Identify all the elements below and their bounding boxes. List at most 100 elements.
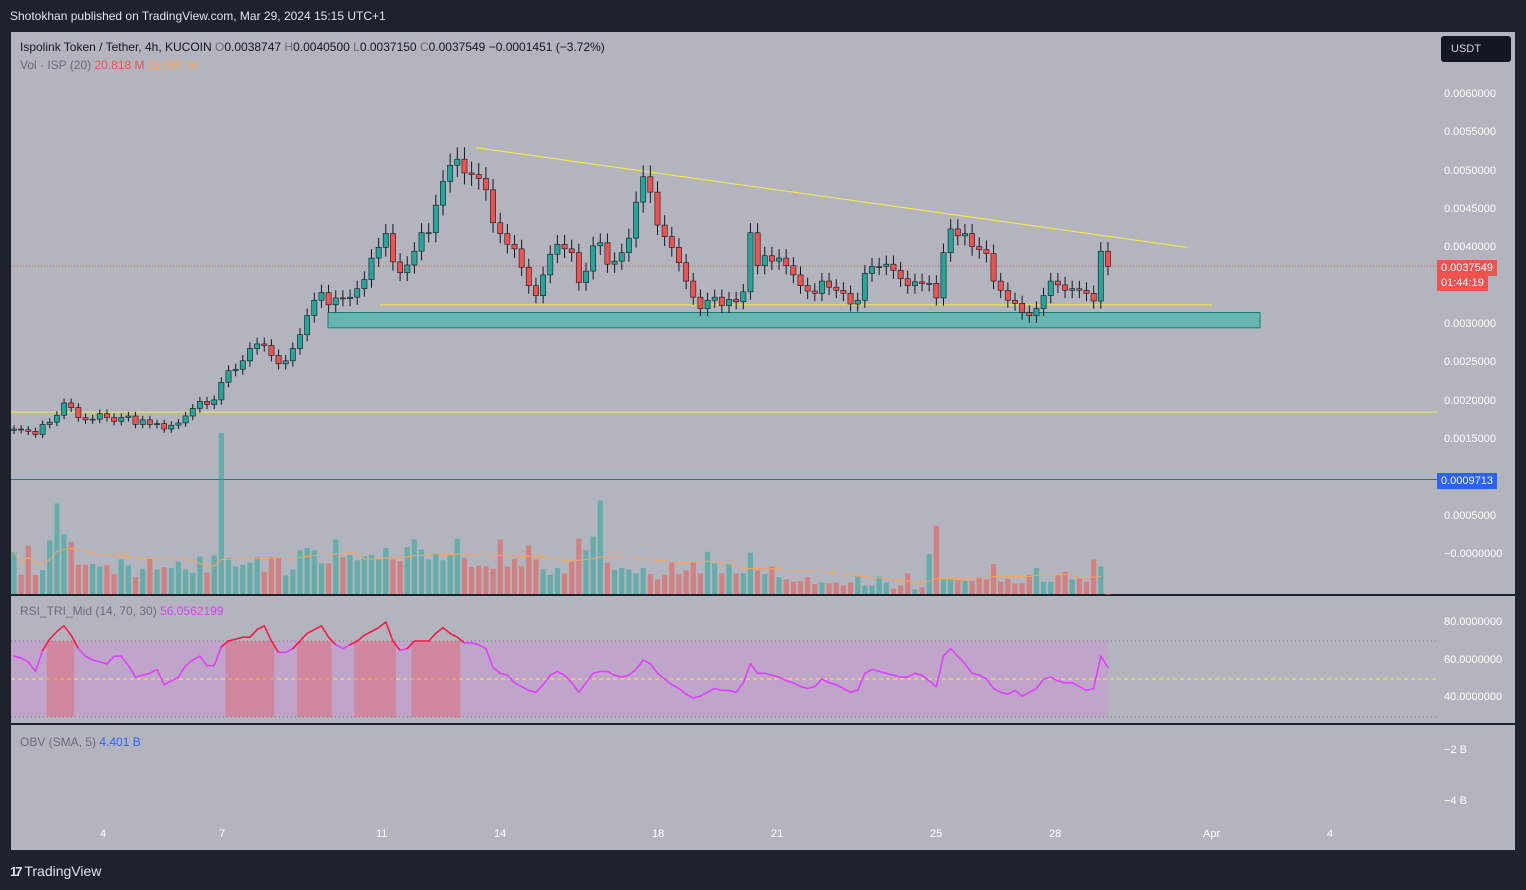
- rsi-line-segment: [27, 661, 37, 673]
- candle-body: [232, 368, 239, 372]
- volume-bar: [318, 563, 325, 594]
- volume-bar: [154, 569, 160, 594]
- volume-bar: [740, 573, 746, 594]
- rsi-line-segment: [992, 687, 1002, 694]
- candle-body: [218, 381, 225, 401]
- rsi-axis[interactable]: [1437, 596, 1515, 723]
- volume-bar: [297, 550, 303, 594]
- rsi-line-segment: [921, 674, 931, 682]
- rsi-line-segment: [334, 643, 344, 650]
- rsi-overbought-zone: [46, 641, 75, 717]
- rsi-line-segment: [342, 643, 351, 650]
- candle-body: [1105, 250, 1111, 267]
- rsi-line-segment: [685, 693, 695, 699]
- pane-divider[interactable]: [11, 594, 1515, 595]
- volume-bar: [1026, 574, 1032, 594]
- price-axis[interactable]: [1437, 32, 1515, 594]
- volume-bar: [626, 569, 632, 594]
- volume-bar: [912, 589, 918, 594]
- candle-body: [361, 279, 368, 290]
- rsi-line-segment: [477, 643, 487, 650]
- volume-bar: [290, 569, 296, 594]
- volume-bar: [526, 545, 532, 594]
- obv-value: 4.401 B: [99, 735, 141, 749]
- candle-body: [1004, 289, 1011, 301]
- volume-bar: [755, 570, 761, 594]
- rsi-line-segment: [670, 683, 680, 690]
- volume-bar: [855, 576, 861, 594]
- rsi-line-segment: [263, 624, 273, 642]
- candle-body: [711, 296, 718, 301]
- candle-body: [161, 423, 168, 430]
- volume-bar: [440, 560, 446, 594]
- candle-body: [247, 348, 253, 362]
- candle-body: [1083, 289, 1090, 294]
- candle-body: [540, 274, 546, 296]
- candle-body: [111, 417, 117, 422]
- candle-body: [75, 407, 82, 418]
- price-tick: 0.0025000: [1444, 356, 1496, 368]
- obv-legend[interactable]: OBV (SMA, 5) 4.401 B: [20, 735, 141, 749]
- rsi-line-segment: [149, 668, 158, 675]
- rsi-line-segment: [613, 674, 623, 678]
- symbol-legend[interactable]: Ispolink Token / Tether, 4h, KUCOIN O0.0…: [20, 40, 605, 54]
- rsi-line-segment: [1085, 687, 1095, 692]
- volume-bar: [590, 536, 596, 594]
- volume-bar: [75, 564, 81, 594]
- volume-bar: [404, 547, 410, 594]
- volume-bar: [54, 503, 60, 594]
- volume-bar: [82, 564, 89, 594]
- candle-body: [332, 297, 339, 306]
- obv-axis[interactable]: [1437, 725, 1515, 824]
- rsi-line-segment: [549, 670, 559, 677]
- candle-body: [61, 402, 67, 416]
- volume-legend[interactable]: Vol · ISP (20) 20.818 M 21.087 M: [20, 58, 198, 72]
- candle-body: [575, 252, 582, 283]
- rsi-pane[interactable]: [11, 596, 1437, 723]
- volume-ma-value: 21.087 M: [147, 58, 198, 72]
- rsi-line-segment: [735, 681, 745, 694]
- time-tick: 4: [1327, 828, 1334, 840]
- rsi-line-segment: [56, 624, 65, 633]
- candle-body: [783, 257, 790, 267]
- tradingview-logo[interactable]: 17 TradingView: [10, 863, 101, 879]
- volume-bar: [447, 554, 453, 594]
- volume-bar: [225, 557, 232, 594]
- rsi-line-segment: [942, 647, 952, 658]
- currency-button[interactable]: USDT: [1441, 36, 1511, 62]
- rsi-line-segment: [327, 636, 337, 646]
- rsi-legend[interactable]: RSI_TRI_Mid (14, 70, 30) 56.0562199: [20, 604, 223, 618]
- open-value: 0.0038747: [224, 40, 282, 54]
- candle-body: [561, 243, 568, 250]
- volume-bar: [376, 559, 382, 594]
- candle-body: [1012, 299, 1018, 304]
- time-axis[interactable]: [11, 824, 1515, 850]
- candle-body: [733, 299, 740, 303]
- rsi-line-segment: [956, 655, 966, 665]
- volume-bar: [461, 557, 468, 594]
- publisher-text: Shotokhan published on TradingView.com, …: [10, 9, 386, 23]
- candle-body: [904, 278, 911, 286]
- rsi-line-segment: [134, 674, 144, 678]
- volume-bar: [769, 566, 775, 594]
- volume-bar: [683, 570, 689, 594]
- volume-bar: [104, 564, 110, 594]
- volume-bar: [1076, 578, 1082, 594]
- volume-bar: [197, 556, 203, 594]
- candle-body: [883, 263, 890, 267]
- candle-body: [890, 263, 897, 271]
- volume-bar: [797, 580, 804, 594]
- obv-pane[interactable]: [11, 725, 1437, 824]
- rsi-line-segment: [13, 655, 22, 659]
- candle-body: [568, 248, 575, 254]
- candle-body: [154, 423, 160, 425]
- volume-bar: [819, 582, 825, 594]
- candle-body: [139, 419, 146, 425]
- pane-divider[interactable]: [11, 723, 1515, 724]
- volume-bar: [690, 561, 696, 594]
- candle-body: [1055, 280, 1061, 286]
- candle-body: [776, 257, 782, 262]
- candle-body: [46, 421, 53, 425]
- volume-bar: [254, 557, 260, 594]
